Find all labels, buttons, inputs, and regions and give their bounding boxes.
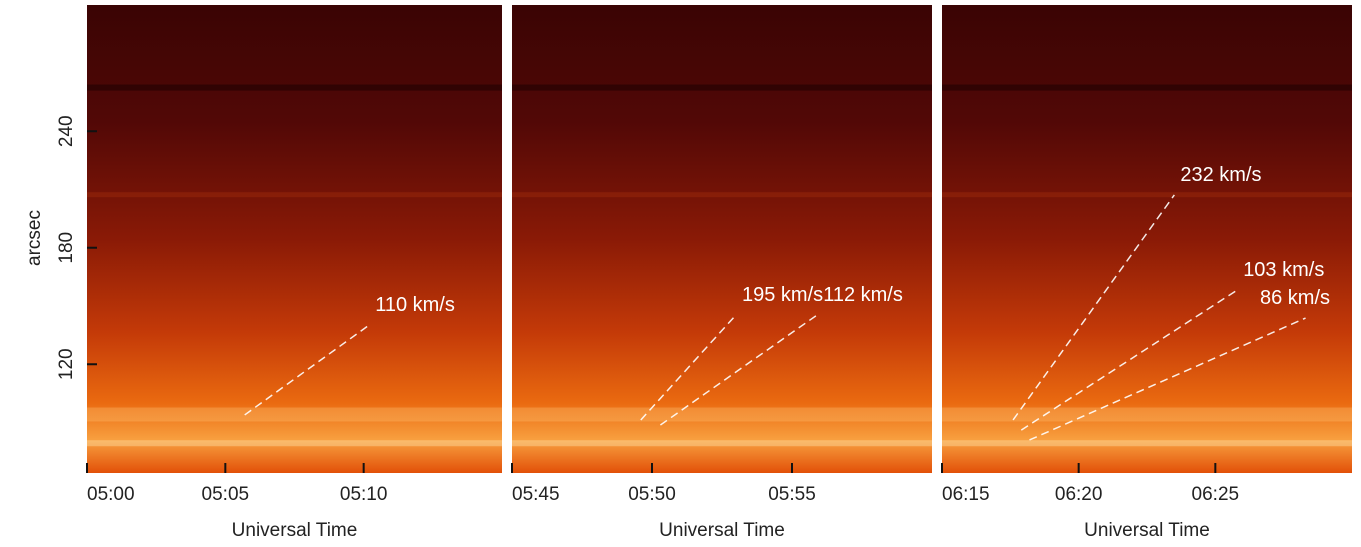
intensity-band bbox=[87, 440, 502, 447]
intensity-map bbox=[512, 5, 932, 473]
intensity-band bbox=[87, 192, 502, 198]
x-axis-label: Universal Time bbox=[1084, 520, 1210, 541]
x-tick-label: 05:45 bbox=[512, 484, 560, 505]
x-axis-label: Universal Time bbox=[659, 520, 785, 541]
y-tick-label: 180 bbox=[56, 232, 77, 264]
x-tick-label: 05:55 bbox=[768, 484, 816, 505]
intensity-band bbox=[942, 192, 1352, 198]
x-axis-label: Universal Time bbox=[232, 520, 358, 541]
velocity-fit bbox=[1029, 317, 1306, 441]
velocity-label: 110 km/s bbox=[375, 294, 455, 316]
velocity-label: 195 km/s bbox=[742, 284, 823, 306]
y-axis-label: arcsec bbox=[24, 210, 45, 266]
velocity-fit bbox=[640, 314, 737, 421]
intensity-map bbox=[87, 5, 502, 473]
velocity-fit bbox=[1020, 289, 1238, 431]
velocity-label: 232 km/s bbox=[1180, 164, 1261, 186]
intensity-band bbox=[87, 407, 502, 422]
intensity-band bbox=[942, 84, 1352, 91]
intensity-map bbox=[942, 5, 1352, 473]
velocity-label: 112 km/s bbox=[823, 284, 903, 306]
velocity-fit bbox=[659, 314, 818, 426]
x-tick-label: 05:10 bbox=[340, 484, 388, 505]
intensity-band bbox=[512, 192, 932, 198]
intensity-band bbox=[512, 440, 932, 447]
x-tick-label: 06:25 bbox=[1192, 484, 1240, 505]
velocity-label: 103 km/s bbox=[1243, 259, 1324, 281]
x-tick-label: 06:15 bbox=[942, 484, 990, 505]
x-tick-label: 06:20 bbox=[1055, 484, 1103, 505]
intensity-band bbox=[512, 84, 932, 91]
x-tick-label: 05:00 bbox=[87, 484, 135, 505]
x-tick-label: 05:05 bbox=[202, 484, 250, 505]
intensity-band bbox=[512, 407, 932, 422]
intensity-band bbox=[87, 84, 502, 91]
y-tick-label: 120 bbox=[56, 348, 77, 380]
velocity-label: 86 km/s bbox=[1260, 287, 1330, 309]
velocity-fit bbox=[1012, 194, 1175, 421]
intensity-band bbox=[942, 440, 1352, 447]
y-tick-label: 240 bbox=[56, 115, 77, 147]
intensity-band bbox=[942, 407, 1352, 422]
x-tick-label: 05:50 bbox=[628, 484, 676, 505]
